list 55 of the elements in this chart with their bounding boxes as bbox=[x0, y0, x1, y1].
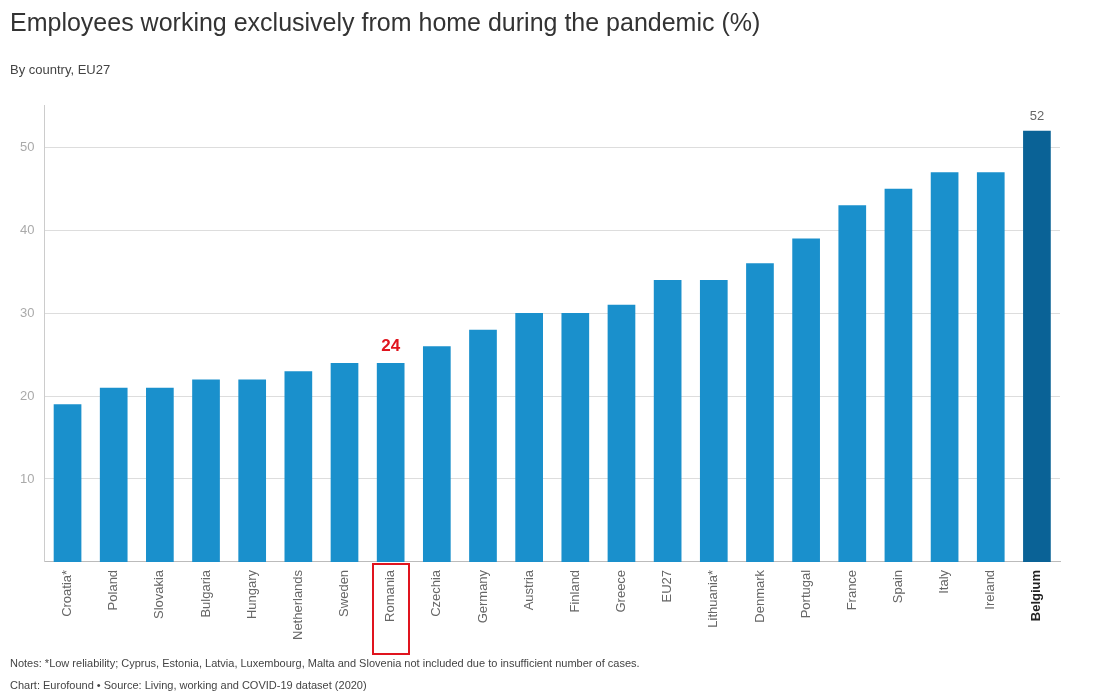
x-tick-label: France bbox=[843, 569, 859, 611]
chart-title: Employees working exclusively from home during the pandemic (%) bbox=[10, 8, 761, 37]
bar bbox=[238, 379, 267, 562]
bar bbox=[53, 404, 82, 562]
text: Notes: *Low reliability; Cyprus, Estonia, Latvia, Luxembourg, Malta and Slovenia not included due to insufficient number of cases. bbox=[10, 656, 640, 671]
bar bbox=[653, 279, 682, 562]
bar bbox=[422, 346, 451, 562]
y-tick-label: 50 bbox=[19, 138, 35, 154]
x-tick-label: Hungary bbox=[243, 569, 259, 620]
x-tick-label: Bulgaria bbox=[197, 569, 213, 618]
x-tick-label: Slovakia bbox=[151, 569, 167, 620]
x-tick-label: Czechia bbox=[428, 569, 444, 617]
x-tick-label: Netherlands bbox=[289, 569, 305, 641]
bar bbox=[1023, 130, 1051, 562]
y-tick-label: 20 bbox=[19, 387, 35, 403]
bar bbox=[976, 172, 1005, 562]
bar bbox=[607, 304, 636, 562]
y-tick-label: 30 bbox=[19, 304, 35, 320]
bar bbox=[515, 313, 543, 562]
x-tick-label: Sweden bbox=[336, 569, 352, 617]
bar bbox=[930, 172, 959, 562]
x-tick-label: Greece bbox=[613, 569, 629, 613]
chart-subtitle: By country, EU27 bbox=[10, 62, 111, 77]
data-label: 24 bbox=[381, 336, 401, 356]
bar bbox=[192, 379, 220, 562]
x-tick-label: Denmark bbox=[751, 569, 767, 623]
bar bbox=[838, 205, 867, 562]
x-tick-label: Ireland bbox=[982, 569, 998, 610]
x-tick-label: Portugal bbox=[797, 569, 813, 619]
bar bbox=[746, 263, 774, 562]
bar bbox=[561, 313, 590, 562]
x-tick-label: Lithuania* bbox=[705, 569, 721, 628]
bar bbox=[284, 371, 313, 562]
bar bbox=[792, 238, 820, 562]
x-tick-label: Romania bbox=[382, 569, 398, 622]
y-tick-label: 10 bbox=[19, 470, 35, 486]
data-label: 52 bbox=[1029, 107, 1045, 123]
bar bbox=[884, 188, 913, 562]
bar bbox=[469, 329, 497, 562]
x-tick-label: Croatia* bbox=[59, 569, 75, 617]
y-tick-label: 40 bbox=[19, 221, 35, 237]
x-tick-label: Belgium bbox=[1028, 569, 1044, 622]
x-tick-label: Poland bbox=[105, 569, 121, 611]
bar bbox=[699, 279, 728, 562]
x-tick-label: Spain bbox=[890, 569, 906, 604]
text: Chart: Eurofound • Source: Living, working and COVID-19 dataset (2020) bbox=[10, 678, 368, 693]
x-tick-label: EU27 bbox=[659, 569, 675, 603]
bar bbox=[146, 387, 174, 562]
x-tick-label: Austria bbox=[520, 569, 536, 611]
bar bbox=[99, 387, 128, 562]
bar bbox=[330, 362, 359, 562]
x-tick-label: Finland bbox=[566, 569, 582, 613]
x-tick-label: Germany bbox=[474, 569, 490, 624]
x-tick-label: Italy bbox=[936, 569, 952, 594]
bar bbox=[376, 362, 405, 562]
